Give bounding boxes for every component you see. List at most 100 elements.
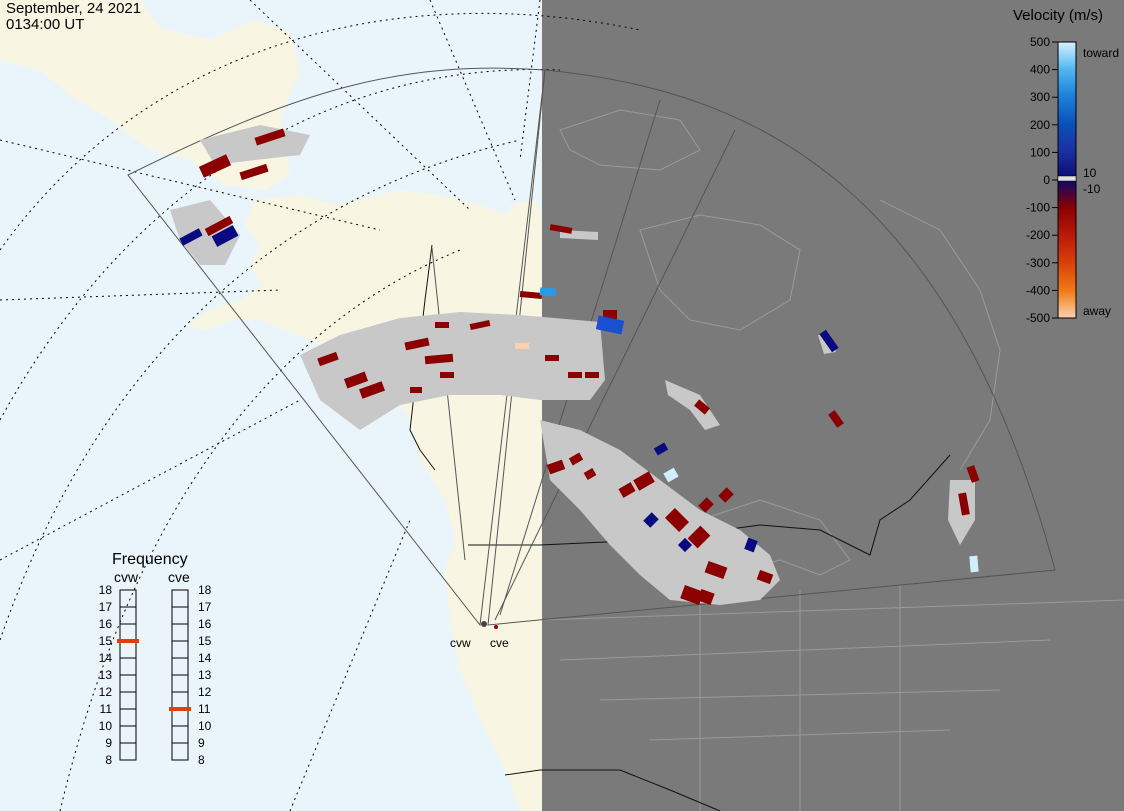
velocity-cell (410, 387, 422, 393)
alaska-canada-landmass (185, 190, 542, 811)
frequency-scales: 18 17 16 15 14 13 12 11 10 9 8 18 17 16 15 14 13 12 11 10 9 8 (99, 583, 212, 767)
velocity-cell (204, 215, 234, 237)
velocity-tick-label: -300 (1026, 256, 1050, 270)
velocity-cell (969, 555, 979, 573)
velocity-cell (404, 337, 430, 351)
velocity-cell (317, 351, 339, 367)
frequency-tick-label: 17 (99, 600, 113, 614)
frequency-radar-label-cve: cve (168, 569, 190, 585)
radar-site-marker (494, 625, 498, 629)
velocity-tick-label: 300 (1030, 90, 1050, 104)
velocity-cell (664, 507, 690, 533)
header-date: September, 24 2021 (6, 0, 142, 17)
velocity-cell (663, 467, 679, 483)
velocity-cell (469, 319, 491, 331)
velocity-cell (687, 525, 711, 549)
velocity-cell (618, 482, 636, 498)
frequency-radar-label-cvw: cvw (114, 569, 139, 585)
velocity-cell (424, 353, 454, 365)
velocity-cell (198, 154, 232, 178)
frequency-tick-label: 18 (198, 583, 212, 597)
fov-beam-line (494, 129, 736, 621)
velocity-cell (545, 355, 559, 361)
labrador-coast (879, 199, 1001, 471)
velocity-cell (359, 381, 385, 399)
frequency-tick-label: 14 (198, 651, 212, 665)
frequency-tick-label: 13 (198, 668, 212, 682)
arctic-island (285, 205, 330, 245)
land-daylight (0, 0, 542, 811)
arctic-islands-outline (559, 109, 701, 171)
us-canada-border (468, 454, 951, 556)
velocity-tick-label: -100 (1026, 201, 1050, 215)
velocity-cell (966, 465, 980, 483)
velocity-cell (828, 410, 844, 428)
frequency-tick-label: 16 (99, 617, 113, 631)
velocity-cell (211, 225, 239, 247)
frequency-tick-label: 15 (99, 634, 113, 648)
scatter-region (540, 420, 780, 605)
longitude-line (0, 139, 381, 231)
velocity-tick-label: -400 (1026, 283, 1050, 297)
frequency-tick-label: 9 (105, 736, 112, 750)
velocity-legend-title: Velocity (m/s) (1013, 7, 1103, 24)
velocity-cell (694, 399, 710, 415)
frequency-tick-label: 12 (99, 685, 113, 699)
latitude-circle (59, 249, 461, 811)
velocity-tick-label: 0 (1043, 173, 1050, 187)
velocity-cell (435, 322, 449, 328)
latitude-circle (0, 139, 521, 641)
away-label: away (1083, 304, 1111, 318)
frequency-selected-marker (117, 639, 139, 643)
state-borders (539, 585, 1124, 811)
frequency-tick-label: 15 (198, 634, 212, 648)
velocity-cell (718, 487, 734, 503)
scatter-region (665, 380, 720, 430)
velocity-legend: Velocity (m/s) 500 400 300 200 100 0 -100 -200 -… (1013, 7, 1119, 325)
frequency-tick-label: 10 (198, 719, 212, 733)
velocity-cell (239, 163, 269, 181)
velocity-cell (585, 372, 599, 378)
scatter-region (300, 312, 605, 430)
radar-site-marker (481, 621, 487, 627)
frequency-title: Frequency (112, 551, 188, 568)
velocity-cell (677, 537, 693, 553)
longitude-line (429, 0, 516, 201)
frequency-tick-label: 11 (198, 702, 211, 716)
velocity-cell (546, 459, 566, 475)
velocity-tick-label: -200 (1026, 228, 1050, 242)
fov-beam-line (431, 247, 466, 561)
velocity-cells (179, 128, 980, 606)
frequency-tick-label: 14 (99, 651, 113, 665)
velocity-cell (549, 224, 573, 234)
longitude-line (249, 0, 471, 211)
scatter-region (170, 200, 240, 265)
velocity-cell (519, 291, 543, 299)
velocity-cell (539, 287, 557, 297)
velocity-tick-label: 100 (1030, 145, 1050, 159)
longitude-line (0, 399, 301, 561)
small-label-negative: -10 (1083, 182, 1101, 196)
velocity-cell (179, 228, 203, 246)
frequency-tick-label: 11 (100, 702, 113, 716)
velocity-cell (515, 343, 529, 349)
frequency-tick-label: 9 (198, 736, 205, 750)
ground-scatter (170, 125, 975, 605)
night-coastlines (539, 109, 1124, 811)
velocity-cell (698, 497, 714, 513)
night-shading (542, 0, 1124, 811)
frequency-tick-label: 16 (198, 617, 212, 631)
velocity-cell (697, 588, 715, 606)
frequency-tick-label: 8 (198, 753, 205, 767)
velocity-tick-label: 200 (1030, 118, 1050, 132)
velocity-cell (633, 471, 655, 491)
radar-site-label-cve: cve (490, 636, 509, 650)
frequency-selected-marker (169, 707, 191, 711)
frequency-panel: Frequency cvw cve 1817161514131211109818… (99, 551, 212, 767)
velocity-cell (756, 569, 774, 585)
velocity-tick-label: 400 (1030, 63, 1050, 77)
header-time: 0134:00 UT (6, 16, 85, 33)
velocity-cell (744, 537, 758, 553)
